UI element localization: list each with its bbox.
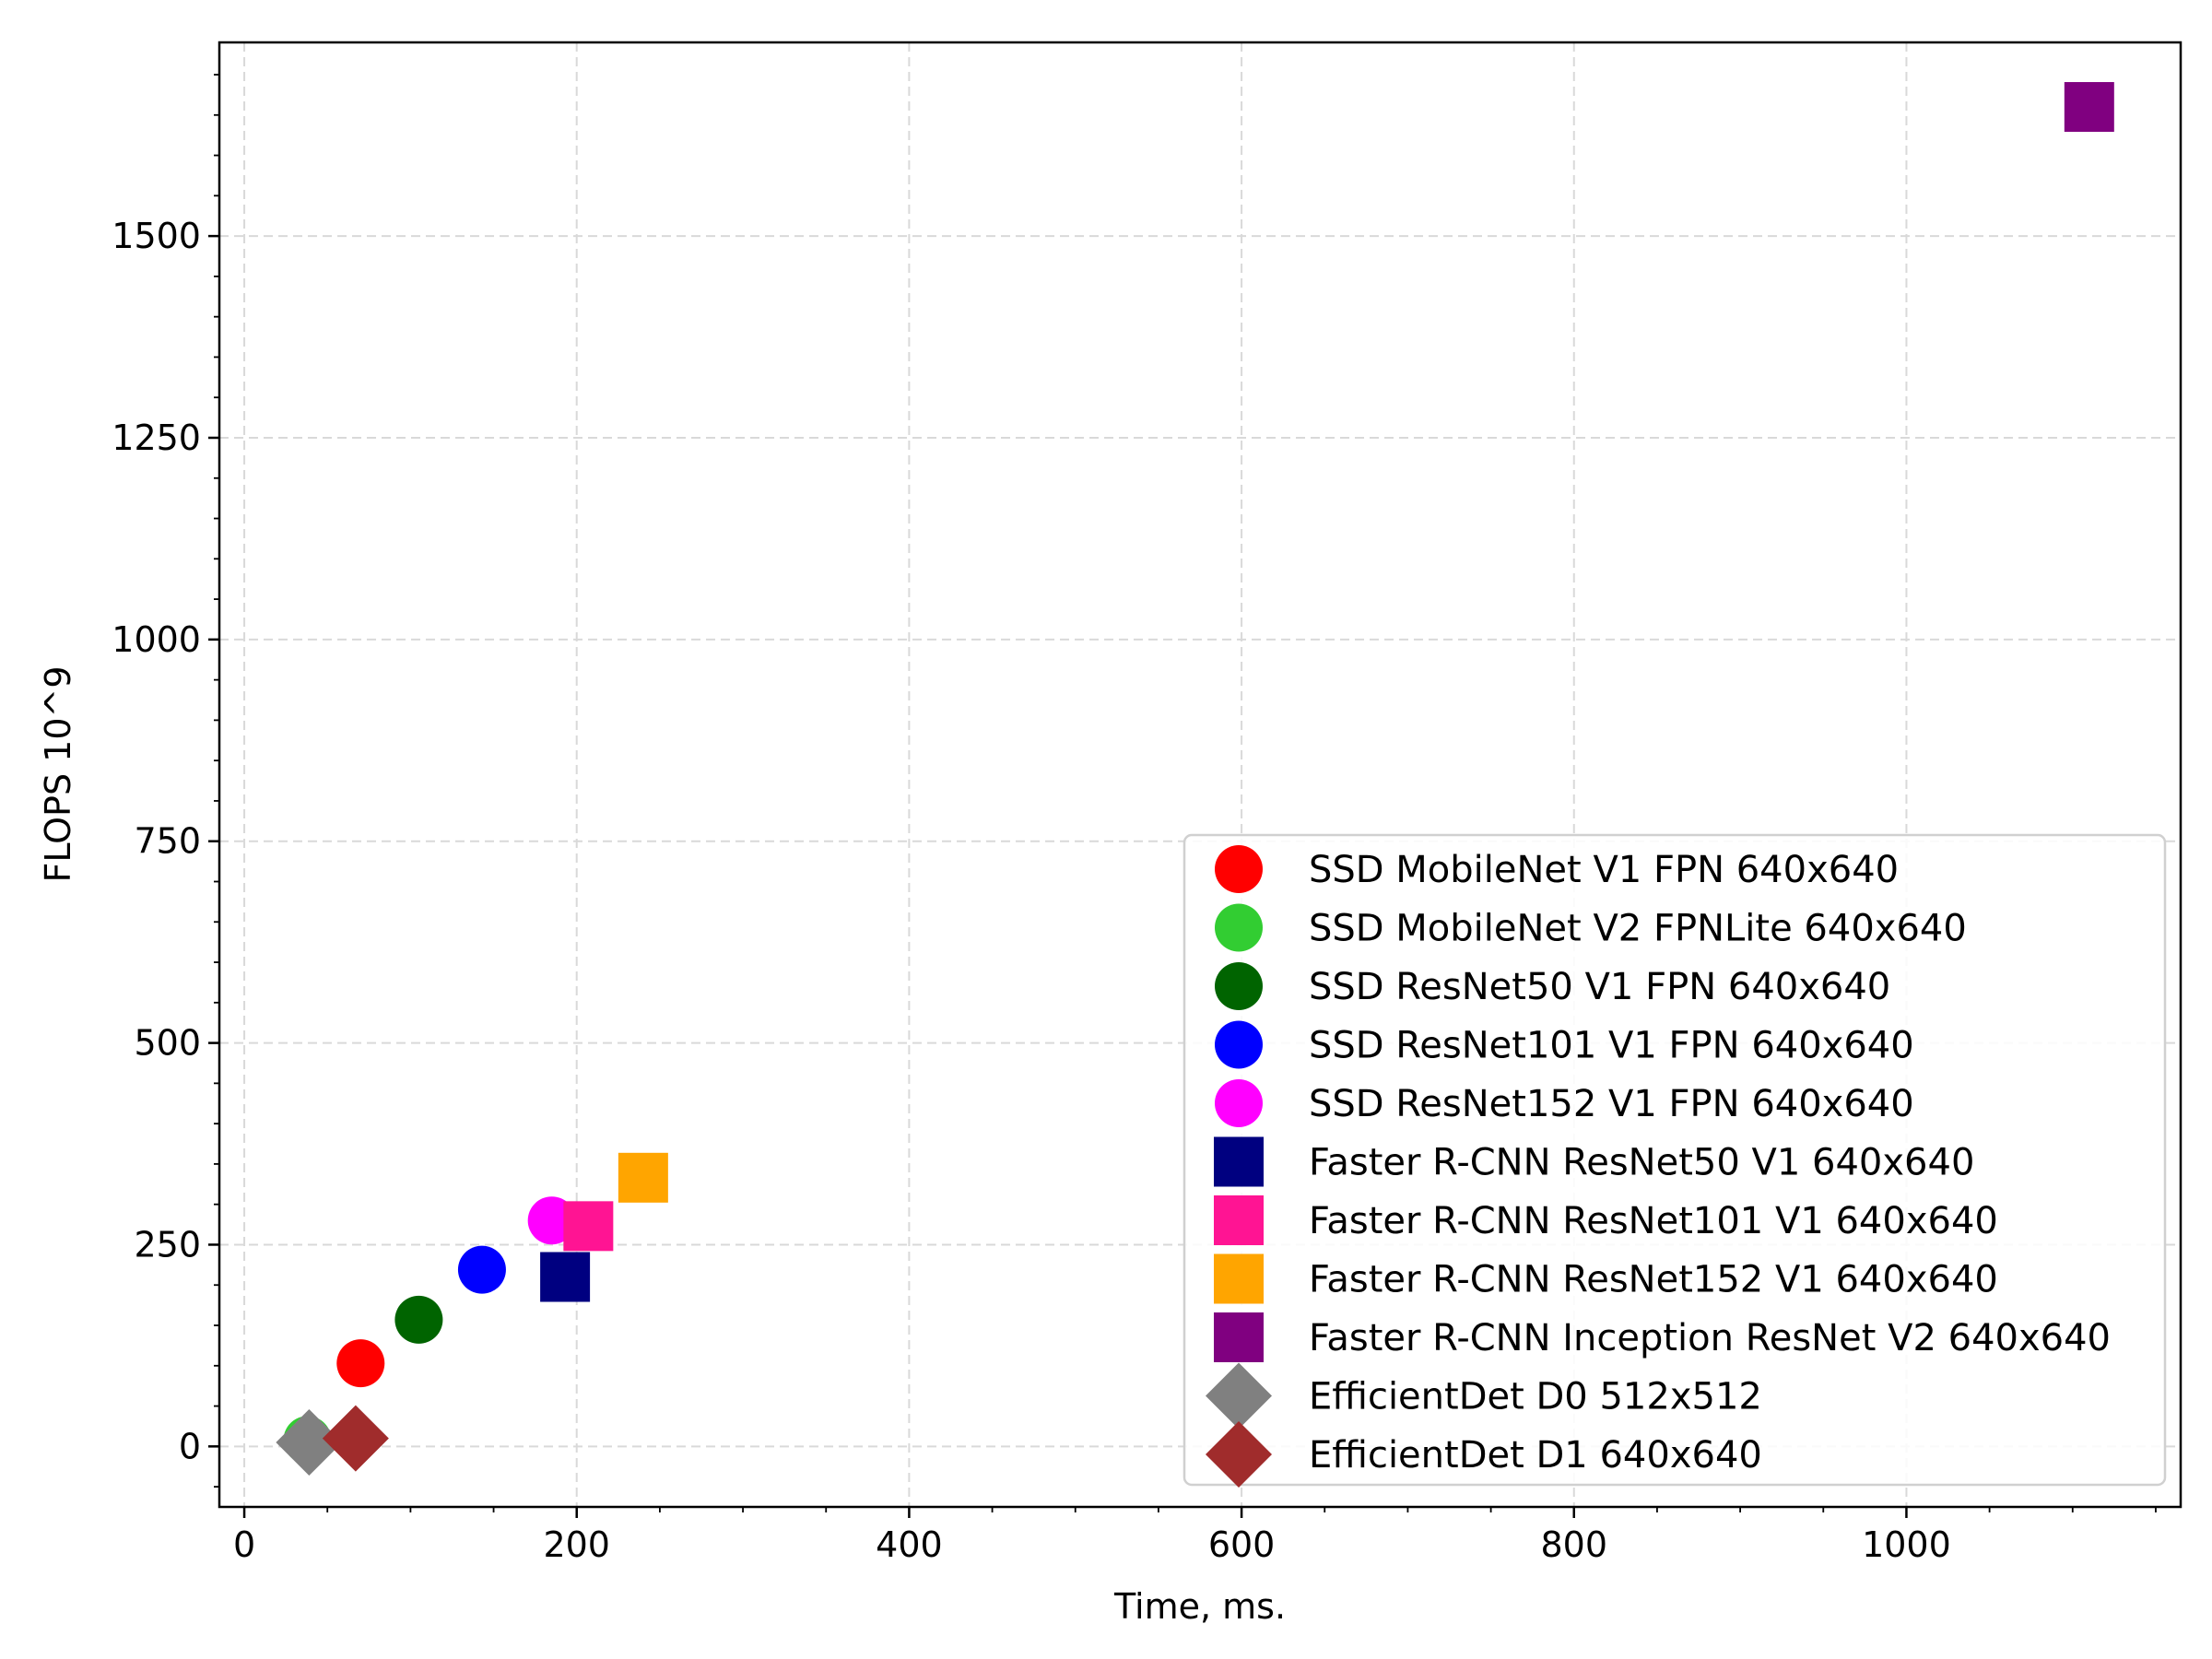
diamond-point: [322, 1405, 389, 1472]
y-tick-label: 750: [134, 821, 201, 862]
legend: SSD MobileNet V1 FPN 640x640 SSD MobileNe…: [1182, 833, 2167, 1488]
y-tick-label: 250: [134, 1224, 201, 1265]
legend-label: SSD ResNet50 V1 FPN 640x640: [1309, 966, 1890, 1008]
legend-marker-square: [1214, 1195, 1264, 1245]
legend-label: SSD ResNet101 V1 FPN 640x640: [1309, 1025, 1914, 1067]
x-tick-label: 800: [1540, 1524, 1607, 1565]
legend-marker-square: [1214, 1312, 1264, 1362]
legend-label: Faster R-CNN Inception ResNet V2 640x640: [1309, 1317, 2111, 1359]
legend-marker-circle: [1215, 903, 1263, 952]
x-axis-label: Time, ms.: [1113, 1586, 1286, 1627]
legend-marker-diamond: [1206, 1362, 1272, 1430]
legend-label: EfficientDet D1 640x640: [1309, 1434, 1762, 1477]
legend-label: Faster R-CNN ResNet101 V1 640x640: [1309, 1200, 1998, 1242]
legend-items: SSD MobileNet V1 FPN 640x640 SSD MobileNe…: [1206, 845, 2111, 1488]
square-point: [2064, 82, 2114, 133]
legend-label: EfficientDet D0 512x512: [1309, 1376, 1762, 1418]
y-tick-label: 1250: [112, 418, 201, 458]
x-tick-label: 1000: [1862, 1524, 1951, 1565]
legend-label: Faster R-CNN ResNet50 V1 640x640: [1309, 1142, 1974, 1184]
legend-label: SSD MobileNet V1 FPN 640x640: [1309, 849, 1899, 891]
x-tick-label: 400: [876, 1524, 943, 1565]
y-axis-label: FLOPS 10^9: [38, 665, 78, 882]
y-tick-label: 1500: [112, 216, 201, 256]
legend-label: Faster R-CNN ResNet152 V1 640x640: [1309, 1259, 1998, 1301]
legend-label: SSD ResNet152 V1 FPN 640x640: [1309, 1083, 1914, 1125]
square-point: [540, 1252, 591, 1302]
axis-ticks: 0 200 400 600 800 1000 0 250 500 750 1000 1250 1500: [112, 74, 2157, 1565]
circle-point: [457, 1245, 506, 1294]
legend-frame: [1182, 833, 2167, 1487]
data-points: [276, 82, 2114, 1476]
legend-marker-circle: [1215, 845, 1263, 893]
y-tick-label: 0: [179, 1426, 201, 1466]
legend-marker-square: [1214, 1253, 1264, 1304]
x-tick-label: 200: [543, 1524, 610, 1565]
legend-marker-circle: [1215, 962, 1263, 1010]
legend-marker-square: [1214, 1136, 1264, 1187]
x-tick-label: 0: [233, 1524, 255, 1565]
legend-marker-circle: [1215, 1020, 1263, 1069]
y-tick-label: 1000: [112, 619, 201, 660]
diamond-point: [276, 1408, 343, 1476]
square-point: [563, 1201, 614, 1252]
square-point: [618, 1152, 668, 1203]
legend-marker-circle: [1215, 1079, 1263, 1127]
x-tick-label: 600: [1208, 1524, 1276, 1565]
legend-marker-diamond: [1206, 1421, 1272, 1488]
circle-point: [394, 1295, 443, 1344]
y-tick-label: 500: [134, 1023, 201, 1064]
circle-point: [336, 1339, 385, 1388]
plot-frame: [218, 41, 2183, 1509]
legend-label: SSD MobileNet V2 FPNLite 640x640: [1309, 908, 1967, 950]
